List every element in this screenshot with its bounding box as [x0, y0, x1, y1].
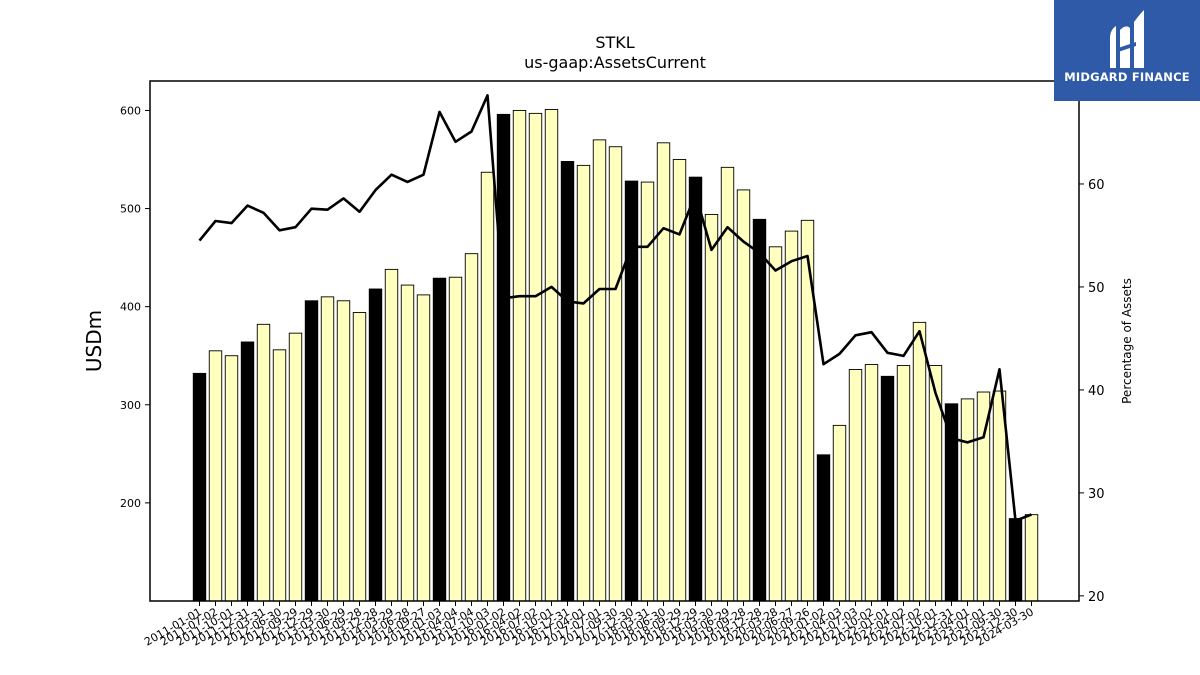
logo-badge: MIDGARD FINANCE	[1054, 0, 1200, 101]
bar	[864, 364, 879, 602]
bar	[928, 365, 943, 602]
y2-tick-label: 40	[1088, 384, 1105, 399]
bar	[544, 109, 559, 602]
bar	[832, 424, 847, 602]
bar	[448, 276, 463, 602]
bar	[752, 218, 767, 602]
bar	[320, 296, 335, 602]
bar	[352, 312, 367, 602]
y-tick-label: 600	[120, 104, 141, 117]
midgard-logo-icon	[1110, 10, 1144, 68]
bar	[400, 284, 415, 602]
bar	[608, 146, 623, 602]
y-tick-label: 200	[120, 497, 141, 510]
y-axis-right: 20 30 40 50 60	[1079, 178, 1105, 605]
bar	[1008, 518, 1023, 602]
bar	[656, 142, 671, 602]
bar	[480, 171, 495, 602]
chart-title: STKL	[595, 33, 634, 52]
bar	[576, 164, 591, 602]
y-tick-label: 500	[120, 203, 141, 216]
bar	[192, 372, 207, 602]
bar	[240, 341, 255, 602]
bar	[560, 161, 575, 602]
bar	[960, 398, 975, 602]
bar	[688, 176, 703, 602]
bar	[1024, 514, 1039, 602]
bar	[256, 323, 271, 602]
series-line	[198, 94, 1032, 523]
bar	[368, 288, 383, 602]
bar	[880, 375, 895, 602]
y2-tick-label: 20	[1088, 590, 1105, 605]
y-axis-left: 200 300 400 500 600	[120, 104, 150, 510]
x-axis: 2011-01-012011-07-022011-10-012011-12-31…	[142, 601, 1036, 649]
bar	[592, 139, 607, 602]
line-group	[198, 94, 1032, 523]
bar	[384, 268, 399, 602]
bar	[496, 113, 511, 602]
y-tick-label: 400	[120, 301, 141, 314]
bar	[944, 403, 959, 602]
y-axis-label: USDm	[82, 310, 106, 372]
plot-frame	[149, 80, 1080, 602]
y2-tick-label: 50	[1088, 281, 1105, 296]
y-tick-label: 300	[120, 399, 141, 412]
bar	[624, 180, 639, 602]
bar	[416, 294, 431, 602]
chart-subtitle: us-gaap:AssetsCurrent	[524, 53, 706, 72]
bar	[432, 277, 447, 602]
bar	[464, 253, 479, 602]
y2-tick-label: 60	[1088, 178, 1105, 193]
bar	[912, 321, 927, 602]
bar	[704, 213, 719, 602]
y2-tick-label: 30	[1088, 487, 1105, 502]
bar	[784, 230, 799, 602]
logo-text: MIDGARD FINANCE	[1064, 70, 1190, 84]
bar	[528, 112, 543, 602]
bar	[272, 349, 287, 602]
bar	[512, 109, 527, 602]
bar	[816, 454, 831, 602]
bar	[768, 246, 783, 602]
bar	[208, 350, 223, 602]
bar	[336, 300, 351, 602]
bar	[288, 332, 303, 602]
bar	[304, 300, 319, 602]
y2-axis-label: Percentage of Assets	[1120, 278, 1134, 404]
bar	[736, 189, 751, 602]
bar-group	[192, 109, 1039, 602]
bar	[848, 369, 863, 602]
bar	[224, 355, 239, 602]
bar	[896, 365, 911, 602]
